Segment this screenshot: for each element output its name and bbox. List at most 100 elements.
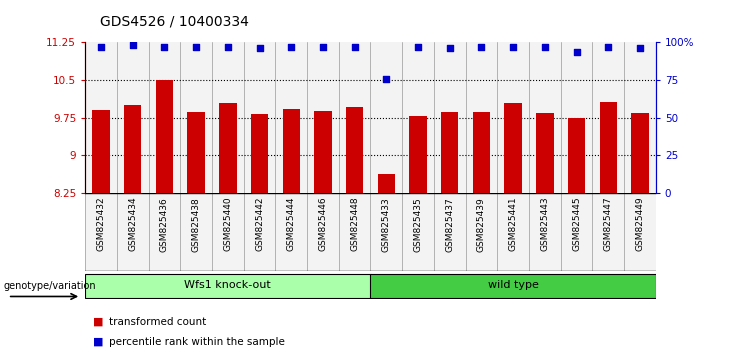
Bar (624, 42, 656, 193)
Bar (370, 193, 402, 271)
Text: percentile rank within the sample: percentile rank within the sample (109, 337, 285, 347)
Bar (529, 42, 561, 193)
Bar (212, 193, 244, 271)
Point (539, 44, 551, 50)
Text: GSM825436: GSM825436 (160, 197, 169, 252)
Bar (592, 42, 624, 193)
Point (380, 76, 392, 81)
Bar (409, 116, 427, 193)
Text: GDS4526 / 10400334: GDS4526 / 10400334 (100, 14, 249, 28)
Bar (187, 112, 205, 193)
Bar (434, 42, 465, 193)
Text: ■: ■ (93, 337, 103, 347)
Bar (124, 105, 142, 193)
Bar (219, 103, 236, 193)
Point (634, 46, 646, 51)
Text: GSM825442: GSM825442 (255, 197, 264, 251)
Bar (402, 42, 434, 193)
Text: GSM825443: GSM825443 (540, 197, 549, 251)
Bar (592, 193, 624, 271)
Bar (370, 274, 656, 298)
Bar (529, 193, 561, 271)
Point (95, 44, 107, 50)
Bar (497, 193, 529, 271)
Text: GSM825434: GSM825434 (128, 197, 137, 251)
Bar (465, 42, 497, 193)
Bar (276, 42, 307, 193)
Bar (568, 118, 585, 193)
Text: GSM825448: GSM825448 (350, 197, 359, 251)
Bar (180, 42, 212, 193)
Bar (149, 42, 180, 193)
Text: GSM825441: GSM825441 (508, 197, 518, 251)
Bar (307, 42, 339, 193)
Bar (599, 102, 617, 193)
Text: GSM825444: GSM825444 (287, 197, 296, 251)
Point (127, 43, 139, 48)
Bar (465, 193, 497, 271)
Bar (631, 113, 648, 193)
Point (317, 44, 329, 50)
Text: GSM825437: GSM825437 (445, 197, 454, 252)
Bar (434, 193, 465, 271)
Bar (505, 103, 522, 193)
Bar (244, 42, 276, 193)
Text: GSM825440: GSM825440 (223, 197, 233, 251)
Bar (282, 109, 300, 193)
Bar (441, 112, 459, 193)
Bar (536, 113, 554, 193)
Point (349, 44, 361, 50)
Bar (624, 193, 656, 271)
Bar (85, 274, 370, 298)
Bar (276, 193, 307, 271)
Bar (117, 193, 149, 271)
Bar (244, 193, 276, 271)
Bar (561, 42, 592, 193)
Bar (251, 114, 268, 193)
Point (507, 44, 519, 50)
Bar (473, 112, 490, 193)
Bar (339, 193, 370, 271)
Point (190, 44, 202, 50)
Point (412, 44, 424, 50)
Text: wild type: wild type (488, 280, 539, 290)
Point (159, 44, 170, 50)
Bar (378, 174, 395, 193)
Bar (307, 193, 339, 271)
Point (253, 46, 265, 51)
Text: transformed count: transformed count (109, 317, 206, 327)
Text: GSM825439: GSM825439 (477, 197, 486, 252)
Bar (497, 42, 529, 193)
Text: genotype/variation: genotype/variation (4, 281, 96, 291)
Text: GSM825447: GSM825447 (604, 197, 613, 251)
Point (602, 44, 614, 50)
Point (285, 44, 297, 50)
Text: GSM825433: GSM825433 (382, 197, 391, 252)
Text: GSM825438: GSM825438 (192, 197, 201, 252)
Bar (561, 193, 592, 271)
Text: GSM825445: GSM825445 (572, 197, 581, 251)
Bar (402, 193, 434, 271)
Text: GSM825435: GSM825435 (413, 197, 422, 252)
Bar (156, 80, 173, 193)
Bar (85, 193, 117, 271)
Bar (212, 42, 244, 193)
Text: GSM825432: GSM825432 (96, 197, 105, 251)
Bar (314, 111, 332, 193)
Bar (180, 193, 212, 271)
Point (222, 44, 233, 50)
Bar (339, 42, 370, 193)
Bar (370, 42, 402, 193)
Text: ■: ■ (93, 317, 103, 327)
Point (476, 44, 488, 50)
Text: GSM825449: GSM825449 (636, 197, 645, 251)
Text: GSM825446: GSM825446 (319, 197, 328, 251)
Point (444, 46, 456, 51)
Text: Wfs1 knock-out: Wfs1 knock-out (185, 280, 271, 290)
Bar (346, 107, 363, 193)
Bar (93, 110, 110, 193)
Bar (117, 42, 149, 193)
Point (571, 48, 582, 54)
Bar (85, 42, 117, 193)
Bar (149, 193, 180, 271)
